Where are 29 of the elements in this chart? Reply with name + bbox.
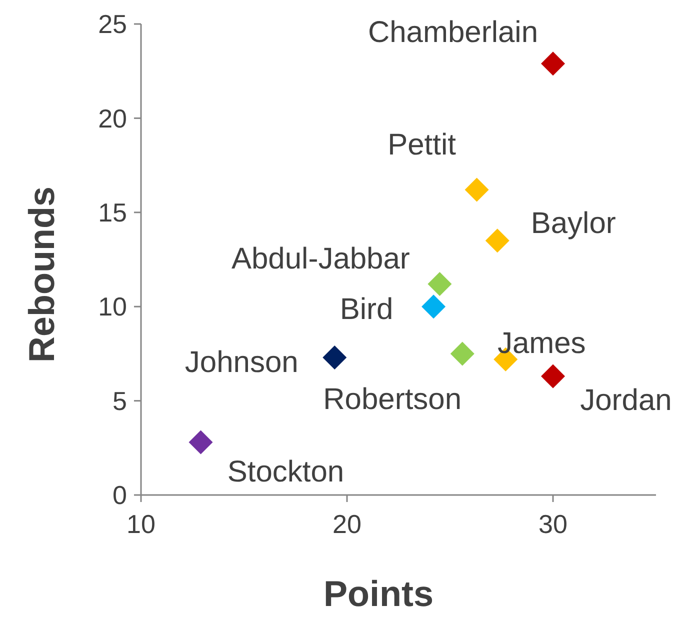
- point: [464, 178, 489, 202]
- y-tick-label: 25: [98, 9, 127, 40]
- y-tick-label: 20: [98, 103, 127, 134]
- series-label: James: [497, 326, 586, 360]
- y-tick-label: 0: [112, 480, 127, 510]
- series-label: Jordan: [580, 384, 672, 417]
- point: [541, 364, 565, 388]
- series-label: Baylor: [530, 207, 616, 240]
- point: [450, 342, 474, 366]
- point: [428, 272, 452, 296]
- y-tick-label: 5: [112, 386, 127, 416]
- point: [322, 345, 347, 370]
- series-label: Stockton: [227, 456, 344, 489]
- series-label: Abdul-Jabbar: [231, 242, 410, 276]
- point: [422, 294, 446, 319]
- x-tick-label: 30: [538, 509, 568, 539]
- series-label: Pettit: [388, 128, 457, 162]
- series-label: Johnson: [184, 346, 298, 379]
- point: [541, 52, 565, 76]
- x-tick-label: 20: [332, 509, 362, 539]
- series-label: Chamberlain: [368, 16, 538, 50]
- point: [485, 228, 510, 253]
- series-label: Bird: [340, 293, 394, 326]
- y-axis-title: Rebounds: [21, 186, 62, 362]
- point: [188, 430, 213, 454]
- x-axis-title: Points: [323, 573, 434, 614]
- y-tick-label: 10: [98, 292, 127, 322]
- series-label: Robertson: [323, 383, 462, 416]
- y-tick-label: 15: [98, 198, 127, 228]
